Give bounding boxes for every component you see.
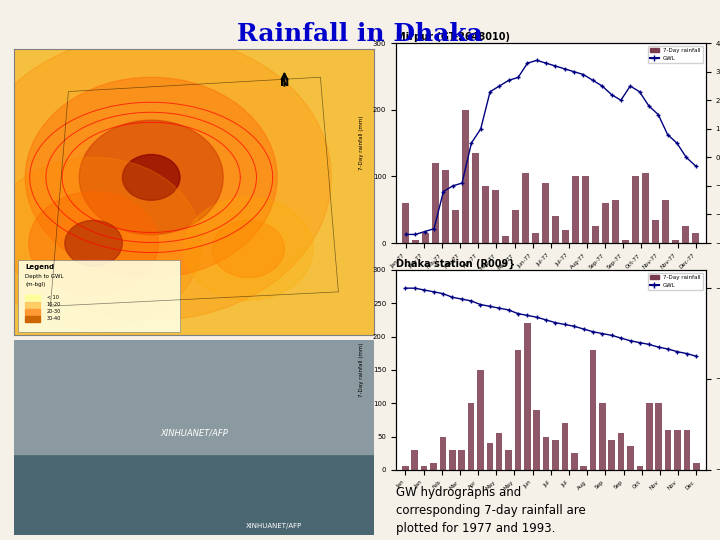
- Circle shape: [184, 198, 313, 300]
- Bar: [608, 440, 615, 470]
- Bar: [655, 403, 662, 470]
- Text: < 10: < 10: [47, 295, 58, 300]
- Text: Mirpur (GT-2648010): Mirpur (GT-2648010): [396, 32, 510, 43]
- Bar: [515, 350, 521, 470]
- Bar: [662, 200, 669, 243]
- Text: Dhaka station (R009}: Dhaka station (R009}: [396, 259, 516, 269]
- Bar: [477, 370, 484, 470]
- Bar: [413, 240, 420, 243]
- Text: XINHUANET/AFP: XINHUANET/AFP: [161, 428, 228, 437]
- Bar: [482, 186, 490, 243]
- Legend: 7-Day rainfall, GWL: 7-Day rainfall, GWL: [648, 273, 703, 290]
- Bar: [642, 173, 649, 243]
- Bar: [505, 450, 512, 470]
- Bar: [580, 467, 587, 470]
- Bar: [412, 450, 418, 470]
- Bar: [433, 163, 439, 243]
- Text: (m-bgl): (m-bgl): [25, 282, 45, 287]
- Text: Depth to GWL: Depth to GWL: [25, 274, 63, 279]
- Text: 7-Day rainfall (mm): 7-Day rainfall (mm): [359, 116, 364, 170]
- Legend: 7-Day rainfall, GWL: 7-Day rainfall, GWL: [648, 46, 703, 63]
- FancyBboxPatch shape: [18, 260, 180, 332]
- Bar: [562, 230, 570, 243]
- Bar: [402, 203, 410, 243]
- Bar: [421, 467, 428, 470]
- Bar: [503, 237, 509, 243]
- Bar: [25, 316, 40, 322]
- Text: N: N: [280, 78, 289, 88]
- Text: Legend: Legend: [25, 264, 54, 270]
- Text: 10-20: 10-20: [47, 302, 61, 307]
- Bar: [487, 443, 493, 470]
- Bar: [468, 403, 474, 470]
- Bar: [571, 453, 577, 470]
- Bar: [552, 440, 559, 470]
- Bar: [449, 450, 456, 470]
- Circle shape: [0, 157, 202, 329]
- Bar: [590, 350, 596, 470]
- Text: GW hydrographs and
corresponding 7-day rainfall are
plotted for 1977 and 1993.: GW hydrographs and corresponding 7-day r…: [396, 486, 586, 535]
- Circle shape: [212, 220, 284, 278]
- Bar: [534, 410, 540, 470]
- Bar: [496, 433, 503, 470]
- Text: 30-40: 30-40: [47, 316, 61, 321]
- Bar: [543, 436, 549, 470]
- Bar: [25, 309, 40, 315]
- Bar: [632, 177, 639, 243]
- Bar: [513, 210, 519, 243]
- Bar: [636, 467, 643, 470]
- Circle shape: [25, 77, 277, 278]
- Bar: [472, 153, 480, 243]
- Bar: [652, 220, 660, 243]
- Bar: [593, 226, 599, 243]
- Bar: [443, 170, 449, 243]
- Bar: [692, 233, 699, 243]
- Bar: [25, 302, 40, 308]
- Bar: [682, 226, 689, 243]
- Bar: [440, 436, 446, 470]
- Bar: [672, 240, 679, 243]
- Circle shape: [122, 154, 180, 200]
- Bar: [431, 463, 437, 470]
- Bar: [452, 210, 459, 243]
- Bar: [532, 233, 539, 243]
- Bar: [627, 447, 634, 470]
- Bar: [423, 233, 429, 243]
- Text: 20-30: 20-30: [47, 309, 61, 314]
- Bar: [602, 203, 609, 243]
- Bar: [599, 403, 606, 470]
- Bar: [459, 450, 465, 470]
- Bar: [25, 295, 40, 300]
- Bar: [683, 430, 690, 470]
- Bar: [618, 433, 624, 470]
- Text: XINHUANET/AFP: XINHUANET/AFP: [246, 523, 302, 529]
- Circle shape: [65, 220, 122, 266]
- Bar: [14, 340, 374, 454]
- Text: 7-Day rainfall (mm): 7-Day rainfall (mm): [359, 343, 364, 397]
- Bar: [693, 463, 700, 470]
- Bar: [582, 177, 589, 243]
- Bar: [572, 177, 580, 243]
- Circle shape: [0, 34, 331, 321]
- Bar: [622, 240, 629, 243]
- Bar: [552, 217, 559, 243]
- Bar: [665, 430, 671, 470]
- Circle shape: [29, 192, 158, 295]
- Bar: [524, 323, 531, 470]
- Bar: [402, 467, 409, 470]
- Bar: [646, 403, 652, 470]
- Bar: [674, 430, 680, 470]
- Circle shape: [79, 120, 223, 234]
- Text: Rainfall in Dhaka: Rainfall in Dhaka: [237, 22, 483, 45]
- Bar: [522, 173, 529, 243]
- Bar: [492, 190, 500, 243]
- Bar: [14, 454, 374, 535]
- Bar: [612, 200, 619, 243]
- Bar: [462, 110, 469, 243]
- Bar: [542, 183, 549, 243]
- Bar: [562, 423, 568, 470]
